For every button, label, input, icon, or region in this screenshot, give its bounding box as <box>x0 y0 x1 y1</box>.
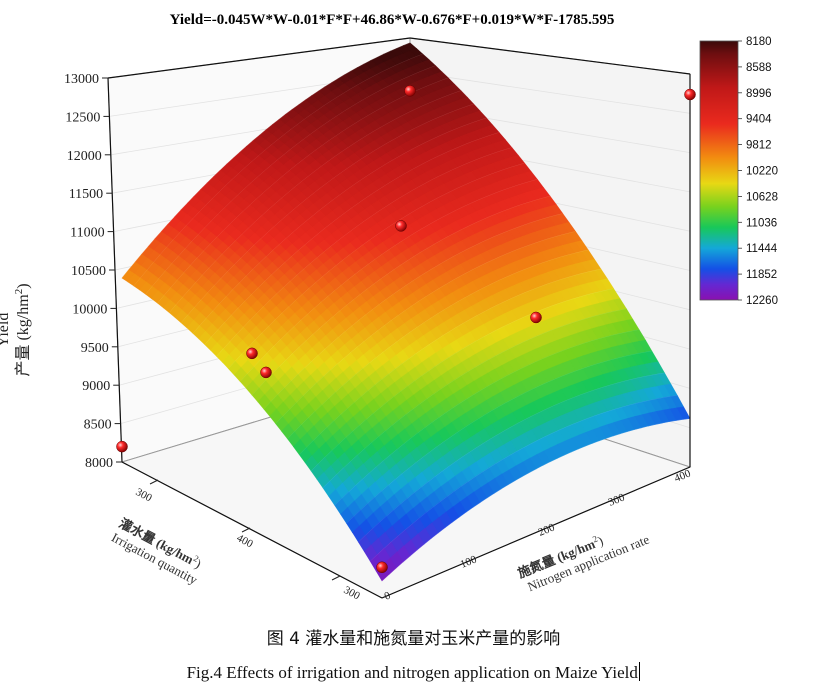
colorbar-tick-label: 11444 <box>746 243 778 255</box>
colorbar-tick-label: 8996 <box>746 88 772 100</box>
nitrogen-tick: 200 <box>537 521 557 538</box>
z-axis-label-en: Yield <box>0 313 12 348</box>
nitrogen-tick: 0 <box>383 589 393 602</box>
irrigation-axis-label: 灌水量 (kg/hm2) Irrigation quantity <box>109 515 204 587</box>
nitrogen-axis-ticks: 0 100 200 300 400 <box>383 467 693 602</box>
chart-title: Yield=-0.045W*W-0.01*F*F+46.86*W-0.676*F… <box>170 12 615 28</box>
z-axis-label: 产量 (kg/hm2) Yield <box>0 283 32 376</box>
z-axis-ticks: 8000 8500 9000 9500 10000 10500 11000 11500 1200… <box>64 72 122 471</box>
observed-point <box>376 561 388 574</box>
observed-point <box>116 440 128 453</box>
z-axis-label-cn: 产量 (kg/hm <box>14 294 32 377</box>
colorbar-tick-label: 9404 <box>746 114 772 126</box>
colorbar-tick-label: 12260 <box>746 295 778 307</box>
z-tick-label: 11000 <box>70 226 104 241</box>
irrigation-tick: 300 <box>342 584 363 603</box>
irrigation-tick: 400 <box>235 532 256 551</box>
colorbar-tick-label: 10628 <box>746 191 778 203</box>
observed-point <box>684 88 696 101</box>
colorbar-tick-label: 9812 <box>746 140 772 152</box>
colorbar-tick-label: 11852 <box>746 269 777 281</box>
colorbar-tick-label: 8588 <box>746 62 772 74</box>
observed-point <box>260 366 272 379</box>
z-tick-label: 11500 <box>69 187 103 202</box>
irrigation-tick: 300 <box>134 486 155 505</box>
z-tick-label: 8000 <box>85 456 113 471</box>
figure-caption-english: Fig.4 Effects of irrigation and nitrogen… <box>0 662 827 683</box>
z-tick-label: 10000 <box>72 302 107 317</box>
observed-point <box>246 347 258 360</box>
nitrogen-tick: 100 <box>459 553 479 570</box>
z-tick-label: 12000 <box>67 149 102 164</box>
colorbar-tick-label: 8180 <box>746 36 772 48</box>
observed-point <box>404 85 416 97</box>
z-tick-label: 13000 <box>64 72 99 87</box>
response-surface <box>121 42 691 582</box>
z-tick-label: 9000 <box>82 379 110 394</box>
colorbar-tick-label: 10220 <box>746 166 778 178</box>
z-tick-label: 10500 <box>71 264 106 279</box>
colorbar: 8180 8588 8996 9404 9812 10220 10628 11036 11444… <box>699 36 778 307</box>
svg-text:产量 (kg/hm2): 产量 (kg/hm2) <box>13 283 32 376</box>
nitrogen-tick: 300 <box>607 491 627 508</box>
observed-points <box>116 85 696 574</box>
z-tick-label: 12500 <box>65 110 100 125</box>
figure-caption-chinese: 图 4 灌水量和施氮量对玉米产量的影响 <box>266 629 561 649</box>
z-tick-label: 8500 <box>84 418 112 433</box>
colorbar-tick-label: 11036 <box>746 217 777 229</box>
observed-point <box>530 311 542 324</box>
z-tick-label: 9500 <box>81 341 109 356</box>
nitrogen-tick: 400 <box>673 467 693 484</box>
observed-point <box>395 220 407 232</box>
